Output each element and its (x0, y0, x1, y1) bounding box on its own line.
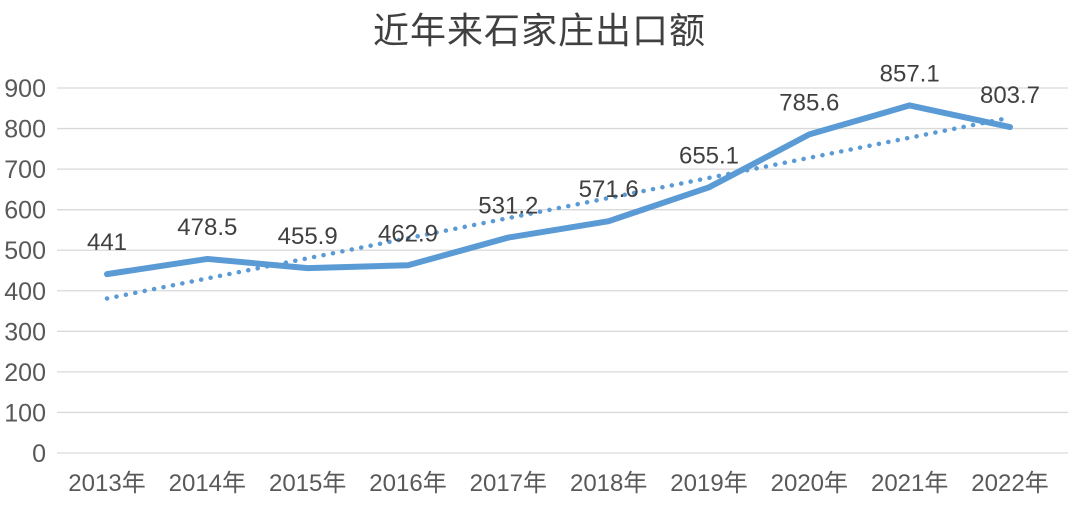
data-label: 441 (87, 229, 127, 256)
x-axis-tick-label: 2022年 (971, 470, 1048, 497)
y-axis-tick-label: 600 (4, 197, 46, 225)
x-axis-tick-label: 2013年 (68, 470, 145, 497)
y-axis-tick-label: 200 (4, 359, 46, 387)
data-label: 531.2 (478, 193, 538, 220)
data-label: 571.6 (579, 176, 639, 203)
x-axis-tick-label: 2015年 (269, 470, 346, 497)
x-axis-tick-label: 2014年 (169, 470, 246, 497)
data-label: 478.5 (177, 214, 237, 241)
y-axis-tick-label: 500 (4, 237, 46, 265)
x-axis-tick-label: 2021年 (871, 470, 948, 497)
trendline (104, 115, 1013, 301)
data-label: 857.1 (880, 60, 940, 87)
chart-title: 近年来石家庄出口额 (372, 11, 706, 51)
y-axis-tick-label: 900 (4, 75, 46, 103)
x-axis-tick-label: 2019年 (670, 470, 747, 497)
x-axis-tick-label: 2016年 (369, 470, 446, 497)
data-label: 462.9 (378, 220, 438, 247)
data-label: 455.9 (278, 223, 338, 250)
x-axis-tick-label: 2017年 (470, 470, 547, 497)
y-axis-tick-label: 700 (4, 156, 46, 184)
y-axis-tick-label: 0 (32, 440, 46, 468)
y-axis-tick-label: 400 (4, 278, 46, 306)
data-label: 655.1 (679, 142, 739, 169)
y-axis-tick-label: 800 (4, 116, 46, 144)
data-label: 803.7 (980, 82, 1040, 109)
x-axis-tick-label: 2018年 (570, 470, 647, 497)
export-series-line (104, 102, 1013, 278)
data-label: 785.6 (779, 89, 839, 116)
y-axis-tick-label: 300 (4, 318, 46, 346)
y-axis-tick-label: 100 (4, 399, 46, 427)
x-axis-tick-label: 2020年 (771, 470, 848, 497)
